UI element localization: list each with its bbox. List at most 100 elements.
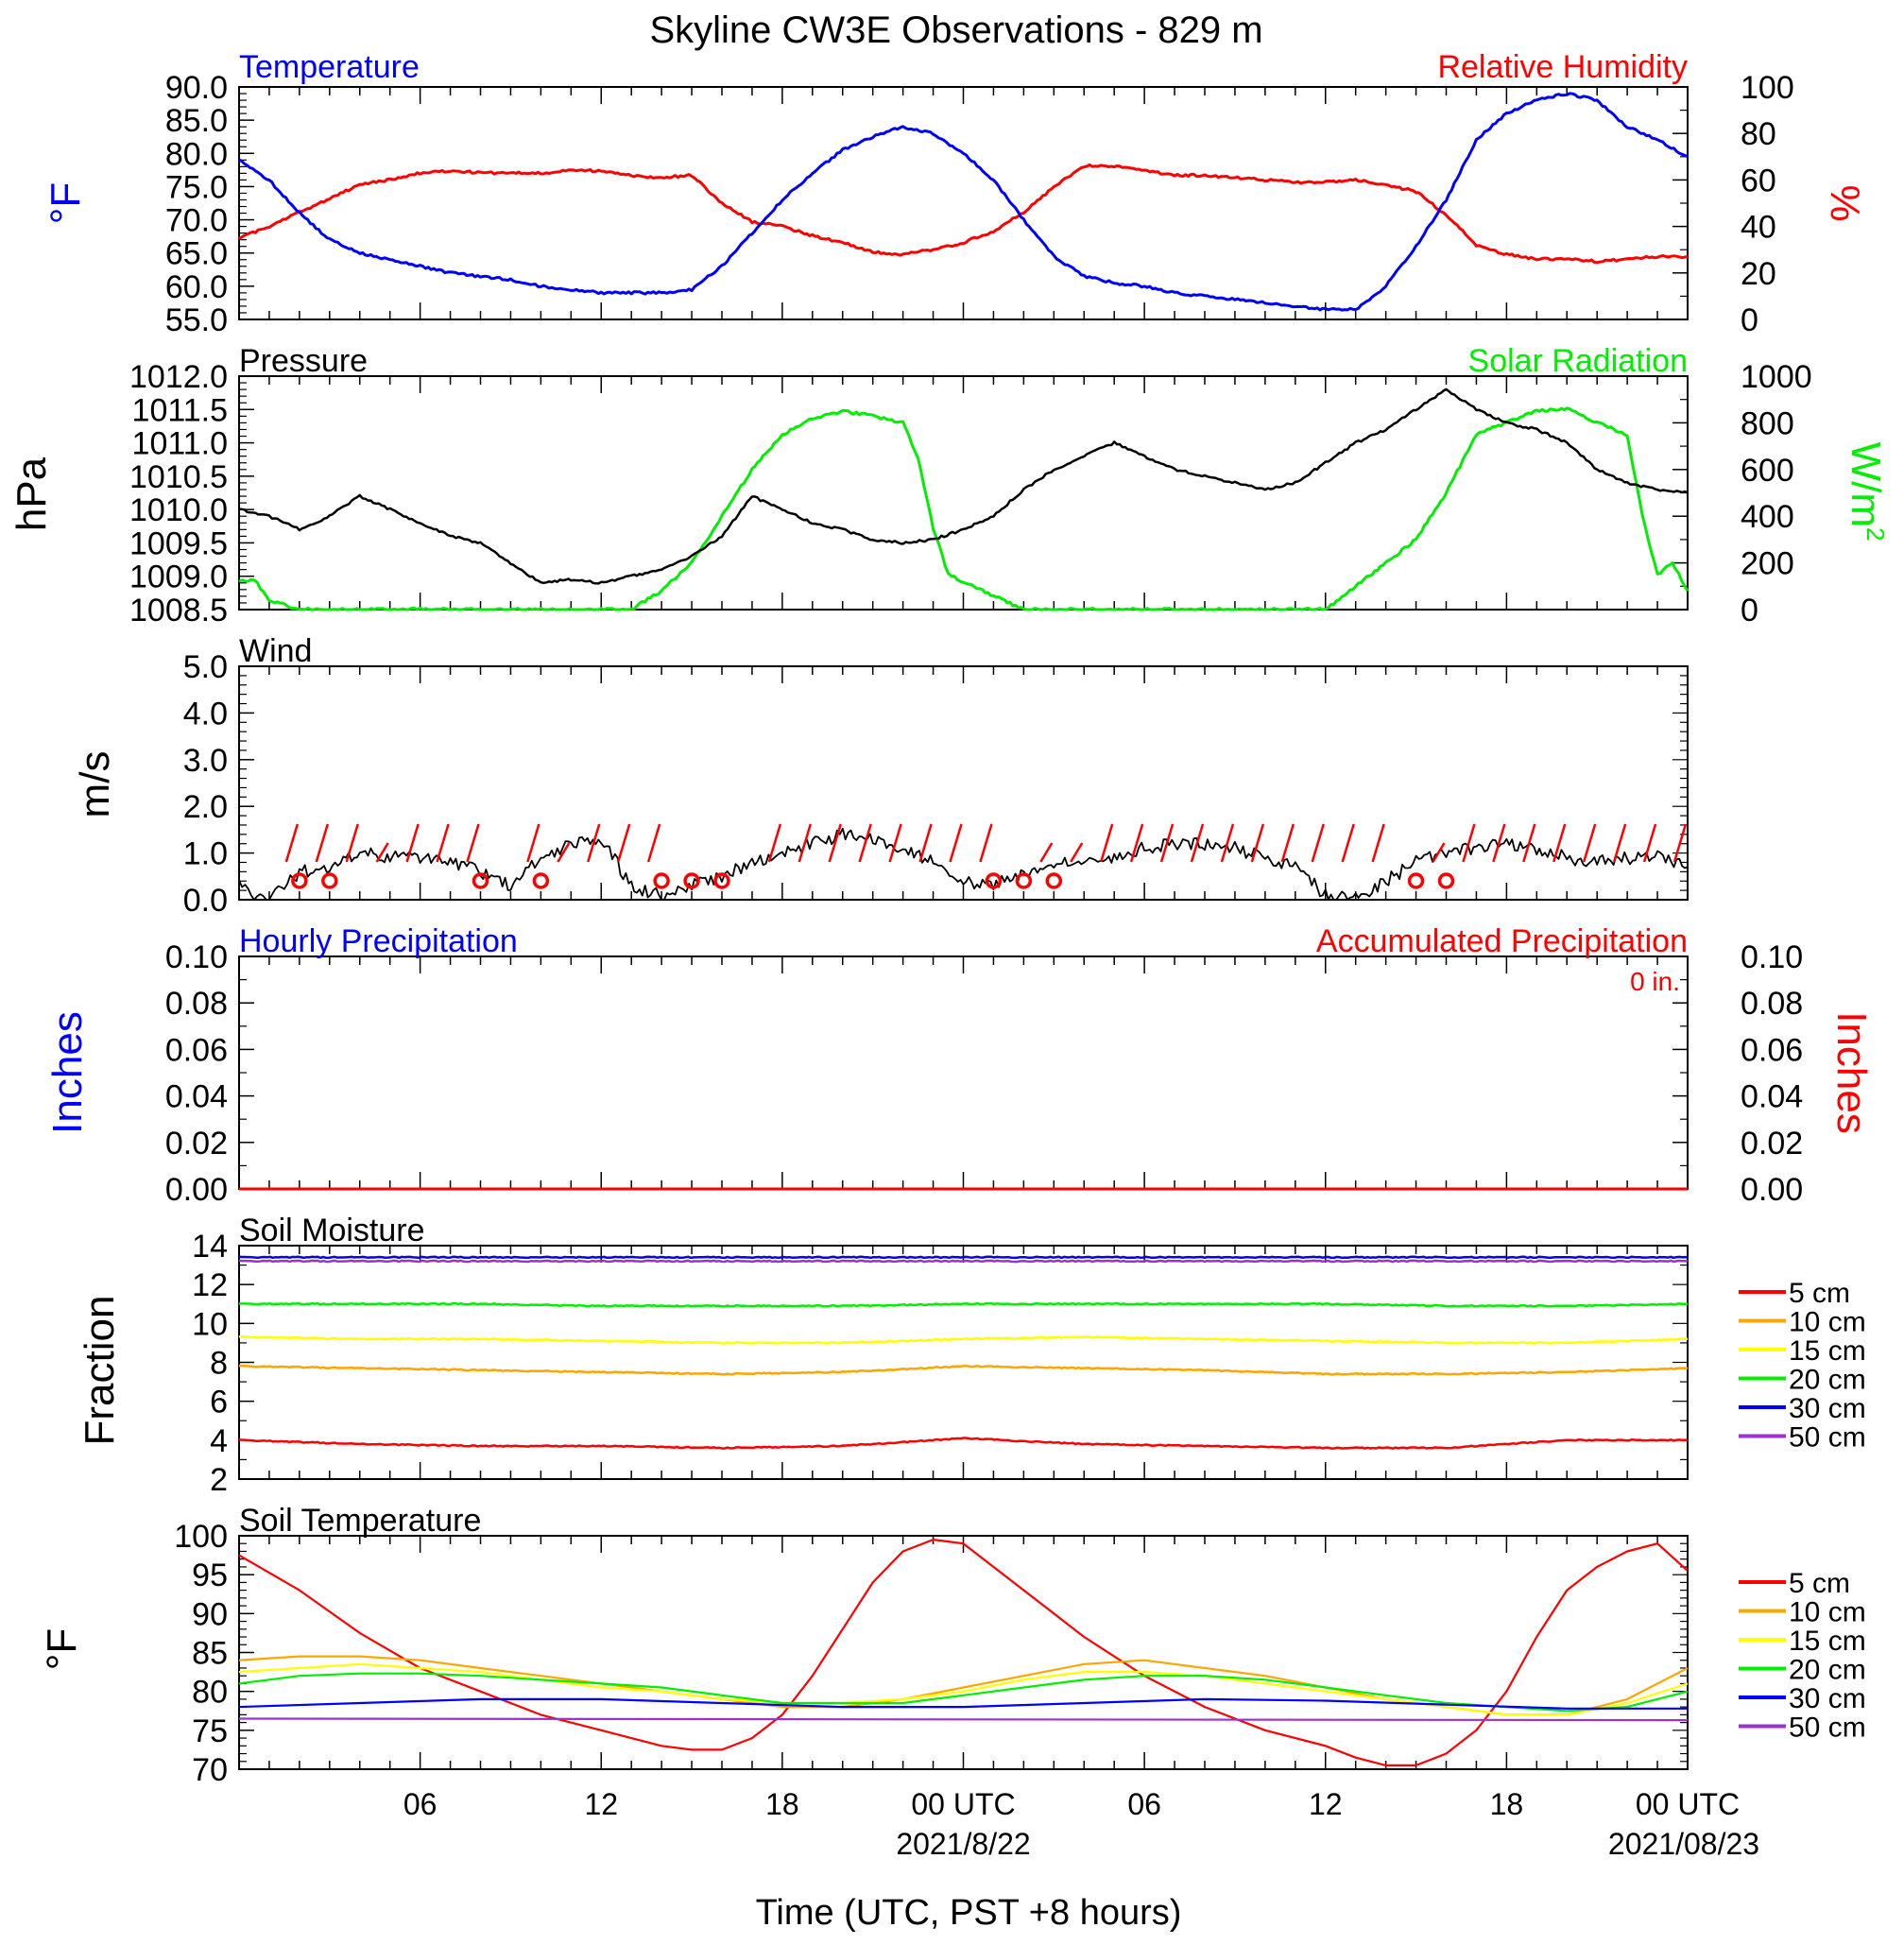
soil-temperature-line xyxy=(238,1539,1689,1766)
temperature-line xyxy=(238,92,1689,312)
legend-label: 15 cm xyxy=(1789,1335,1866,1367)
soil-moisture-line xyxy=(238,1255,1689,1260)
calm-wind-circle xyxy=(1437,872,1455,889)
wind-barb xyxy=(1612,823,1627,863)
y-tick-label: 1011.5 xyxy=(132,392,228,428)
x-tick-label: 06 xyxy=(403,1787,437,1821)
y-tick-label: 90.0 xyxy=(165,70,228,106)
y-tick-label: 75 xyxy=(192,1713,228,1749)
y-tick-label: 70.0 xyxy=(165,203,228,239)
wind-barb xyxy=(646,823,661,863)
x-tick-label: 00 UTC xyxy=(1636,1787,1740,1821)
y-tick-label: 80 xyxy=(1741,116,1776,152)
y-tick-label: 65.0 xyxy=(165,236,228,272)
wind-barb xyxy=(315,823,330,863)
pressure-line xyxy=(239,387,1689,585)
y-unit-left: °F xyxy=(43,182,89,224)
soil-moisture-line xyxy=(238,1259,1689,1264)
x-tick-label: 06 xyxy=(1127,1787,1161,1821)
legend-label: 50 cm xyxy=(1789,1713,1866,1744)
y-unit-right: Inches xyxy=(1828,1011,1875,1134)
wind-barb xyxy=(436,823,450,863)
x-tick-label: 12 xyxy=(1309,1787,1343,1821)
soil-temperature-line xyxy=(238,1717,1689,1722)
y-tick-label: 0.02 xyxy=(165,1126,228,1162)
y-tick-label: 0.04 xyxy=(1741,1079,1803,1115)
calm-wind-circle xyxy=(1015,872,1033,889)
y-tick-label: 1010.0 xyxy=(129,492,228,528)
y-tick-label: 8 xyxy=(210,1346,228,1382)
calm-wind-circle xyxy=(321,872,338,889)
solar-label: Solar Radiation xyxy=(1468,343,1688,379)
y-tick-label: 10 xyxy=(192,1306,228,1342)
panel-frame xyxy=(238,86,1689,320)
calm-wind-circle xyxy=(713,872,730,889)
calm-wind-circle xyxy=(1407,872,1425,889)
wind-barb xyxy=(1099,823,1114,863)
date-label: 2021/08/23 xyxy=(1608,1827,1759,1861)
y-tick-label: 2 xyxy=(210,1462,228,1498)
panel-frame xyxy=(238,375,1689,611)
y-tick-label: 60 xyxy=(1741,163,1776,198)
y-tick-label: 4 xyxy=(210,1423,228,1459)
y-tick-label: 3.0 xyxy=(183,743,228,779)
wind-barb xyxy=(466,823,480,863)
y-tick-label: 55.0 xyxy=(165,302,228,338)
x-axis-label: Time (UTC, PST +8 hours) xyxy=(756,1893,1182,1933)
wind-barb xyxy=(1250,823,1265,863)
wind-barb xyxy=(526,823,540,863)
wind-barb xyxy=(1552,823,1567,863)
y-tick-label: 12 xyxy=(192,1267,228,1303)
y-unit-right-base: W/m xyxy=(1843,442,1889,527)
y-tick-label: 600 xyxy=(1741,453,1794,489)
legend-label: 50 cm xyxy=(1789,1422,1866,1454)
wind-barb xyxy=(767,823,782,863)
y-tick-label: 0 xyxy=(1741,593,1758,628)
panel-temperature-humidity: 90.085.080.075.070.065.060.055.0 100 80 60 4… xyxy=(43,49,1868,338)
soil-moisture-label: Soil Moisture xyxy=(239,1213,425,1248)
y-tick-label: 4.0 xyxy=(183,696,228,732)
y-tick-label: 60.0 xyxy=(165,269,228,305)
y-tick-label: 0.02 xyxy=(1741,1126,1803,1162)
calm-wind-circle xyxy=(653,872,670,889)
y-tick-label: 85.0 xyxy=(165,103,228,139)
soil-temperature-label: Soil Temperature xyxy=(239,1503,481,1539)
figure-title: Skyline CW3E Observations - 829 m xyxy=(649,9,1262,51)
y-tick-label: 5.0 xyxy=(183,649,228,685)
y-tick-label: 0.0 xyxy=(183,883,228,919)
y-tick-label: 1008.5 xyxy=(129,593,228,628)
x-tick-label: 18 xyxy=(765,1787,799,1821)
y-tick-label: 1010.5 xyxy=(129,459,228,495)
wind-barb xyxy=(1280,823,1295,863)
wind-barb xyxy=(284,823,300,863)
panel-frame xyxy=(238,955,1689,1190)
soil-temperature-line xyxy=(238,1672,1689,1713)
legend-label: 5 cm xyxy=(1789,1568,1850,1599)
legend-label: 20 cm xyxy=(1789,1365,1866,1396)
y-tick-label: 0.00 xyxy=(1741,1172,1803,1208)
y-tick-label: 100 xyxy=(1741,70,1794,106)
soil-moisture-line xyxy=(238,1301,1689,1308)
wind-barb xyxy=(888,823,902,863)
y-tick-label: 75.0 xyxy=(165,169,228,205)
y-tick-label: 85 xyxy=(192,1636,228,1672)
y-unit-right: % xyxy=(1822,184,1868,221)
humidity-label: Relative Humidity xyxy=(1437,49,1688,85)
wind-barb xyxy=(1672,823,1688,863)
legend-label: 30 cm xyxy=(1789,1683,1866,1714)
wind-barb xyxy=(557,842,571,863)
y-tick-label: 80.0 xyxy=(165,136,228,172)
hourly-precip-label: Hourly Precipitation xyxy=(239,923,518,959)
y-tick-label: 1009.0 xyxy=(129,559,228,595)
calm-wind-circle xyxy=(291,872,308,889)
y-tick-label: 0.04 xyxy=(165,1079,228,1115)
soil-moisture-line xyxy=(238,1334,1689,1345)
wind-barb xyxy=(405,823,420,863)
y-unit-left: °F xyxy=(39,1628,85,1670)
panel-pressure-solar: 1012.01011.51011.01010.51010.01009.51009… xyxy=(9,343,1890,628)
y-tick-label: 90 xyxy=(192,1596,228,1632)
wind-barb xyxy=(979,823,993,863)
y-tick-label: 0.08 xyxy=(165,986,228,1022)
date-label: 2021/8/22 xyxy=(896,1827,1030,1861)
